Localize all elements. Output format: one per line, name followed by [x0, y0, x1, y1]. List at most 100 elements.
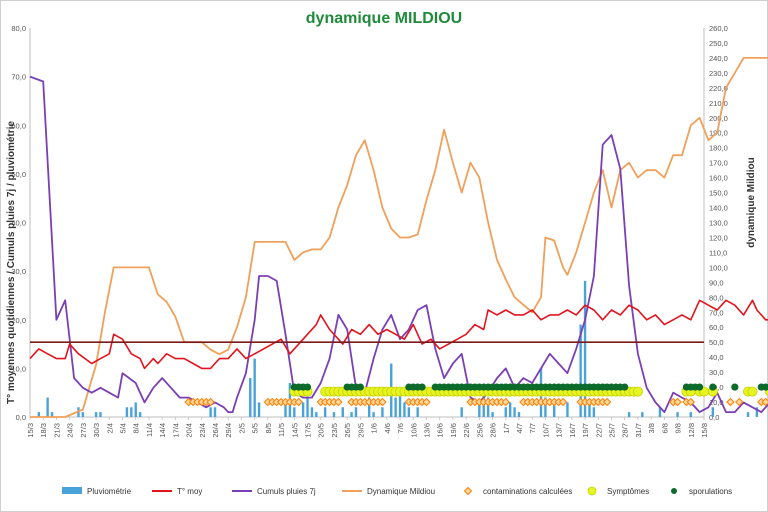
rain-bar: [566, 402, 569, 417]
y-tick-right: 70,0: [709, 308, 724, 317]
symptom-marker: [747, 386, 758, 397]
rain-bar: [592, 407, 596, 417]
y-tick-right: 110,0: [709, 248, 727, 257]
y-tick-left: 40,0: [11, 219, 26, 228]
rain-bar: [394, 397, 397, 417]
y-tick-left: 0,0: [16, 413, 26, 422]
x-tick-label: 11/5: [277, 423, 286, 437]
legend-label: Cumuls pluies 7j: [257, 487, 316, 496]
y-tick-right: 50,0: [709, 338, 724, 347]
sporulation-marker: [303, 383, 312, 391]
rain-bar: [553, 402, 556, 417]
x-tick-label: 4/6: [383, 423, 392, 433]
x-tick-label: 25/7: [607, 423, 616, 438]
y-tick-right: 190,0: [709, 129, 728, 138]
x-tick-label: 7/6: [396, 423, 405, 433]
rain-bar: [94, 412, 98, 417]
rain-bar: [50, 412, 54, 417]
rain-bar: [583, 280, 587, 417]
rain-bar: [249, 378, 252, 417]
y-tick-right: 120,0: [709, 233, 728, 242]
contamination-marker: [602, 397, 612, 407]
rain-bar: [213, 407, 217, 417]
rain-bar: [350, 412, 353, 417]
rain-bar: [37, 412, 41, 417]
y-tick-right: 210,0: [709, 99, 728, 108]
y-axis-left-title: T° moyennes quotidiennes / Cumuls pluies…: [6, 121, 17, 404]
rain-bar: [689, 412, 692, 417]
x-tick-label: 17/5: [304, 423, 313, 438]
y-tick-left: 30,0: [11, 267, 26, 276]
rain-bar: [332, 412, 336, 417]
x-tick-label: 9/8: [674, 423, 683, 433]
y-tick-right: 0,0: [709, 413, 719, 422]
y-tick-right: 100,0: [709, 263, 728, 272]
rain-bar: [81, 412, 85, 417]
contamination-marker: [206, 397, 215, 407]
x-tick-label: 17/4: [171, 423, 180, 438]
y-tick-right: 230,0: [709, 69, 728, 78]
rain-bar: [517, 412, 521, 417]
rain-bar: [130, 407, 133, 417]
rain-bar: [341, 407, 344, 417]
sporulation-marker: [418, 383, 426, 391]
y-tick-right: 90,0: [709, 278, 724, 287]
rain-bar: [368, 397, 371, 417]
x-tick-label: 13/6: [422, 423, 431, 438]
rain-bar: [46, 397, 49, 417]
series-line: [30, 57, 768, 418]
contamination-marker: [673, 397, 682, 407]
legend-swatch: [587, 486, 597, 496]
series-line: [29, 299, 768, 370]
rain-bar: [486, 397, 490, 417]
rain-bar: [134, 402, 137, 417]
y-tick-right: 180,0: [709, 144, 728, 153]
x-tick-label: 19/6: [449, 423, 458, 438]
x-tick-label: 8/4: [132, 423, 141, 433]
contamination-marker: [761, 397, 768, 407]
y-tick-right: 200,0: [709, 114, 728, 123]
x-tick-label: 7/7: [528, 423, 537, 433]
rain-bar: [711, 407, 715, 417]
y-tick-right: 240,0: [709, 54, 728, 63]
rain-bar: [676, 412, 679, 417]
rain-bar: [460, 407, 463, 417]
x-tick-label: 20/5: [317, 423, 326, 438]
legend-label: sporulations: [689, 487, 732, 496]
rain-bar: [293, 407, 296, 417]
y-tick-right: 130,0: [709, 219, 728, 228]
rain-bar: [658, 407, 662, 417]
x-tick-label: 15/8: [700, 423, 709, 438]
y-tick-right: 80,0: [709, 293, 724, 302]
contamination-marker: [735, 397, 744, 407]
contamination-marker: [378, 397, 387, 407]
x-tick-label: 16/6: [436, 423, 445, 438]
rain-bar: [323, 407, 327, 417]
contamination-marker: [501, 397, 510, 407]
x-tick-label: 1/7: [502, 423, 511, 433]
rain-bar: [544, 397, 547, 417]
x-tick-label: 10/7: [541, 423, 550, 438]
contamination-marker: [558, 397, 568, 407]
x-tick-label: 12/8: [687, 423, 696, 438]
y-tick-right: 220,0: [709, 84, 728, 93]
rain-bar: [491, 412, 494, 417]
x-tick-label: 24/3: [66, 423, 75, 438]
rain-bar: [398, 392, 402, 417]
x-tick-label: 22/6: [462, 423, 471, 438]
rain-bar: [746, 412, 750, 417]
x-tick-label: 4/7: [515, 423, 524, 433]
x-tick-label: 2/4: [105, 423, 114, 433]
rain-bar: [381, 407, 384, 417]
y-tick-right: 10,0: [709, 398, 724, 407]
sporulation-marker: [731, 383, 739, 391]
y-tick-right: 60,0: [709, 323, 724, 332]
rain-bar: [641, 412, 644, 417]
x-tick-label: 30/3: [92, 423, 101, 438]
rain-bar: [138, 412, 142, 417]
x-tick-label: 26/5: [343, 423, 352, 438]
x-tick-label: 23/5: [330, 423, 339, 438]
y-tick-right: 150,0: [709, 189, 728, 198]
x-tick-label: 18/3: [39, 423, 48, 438]
x-tick-label: 14/4: [158, 423, 167, 438]
